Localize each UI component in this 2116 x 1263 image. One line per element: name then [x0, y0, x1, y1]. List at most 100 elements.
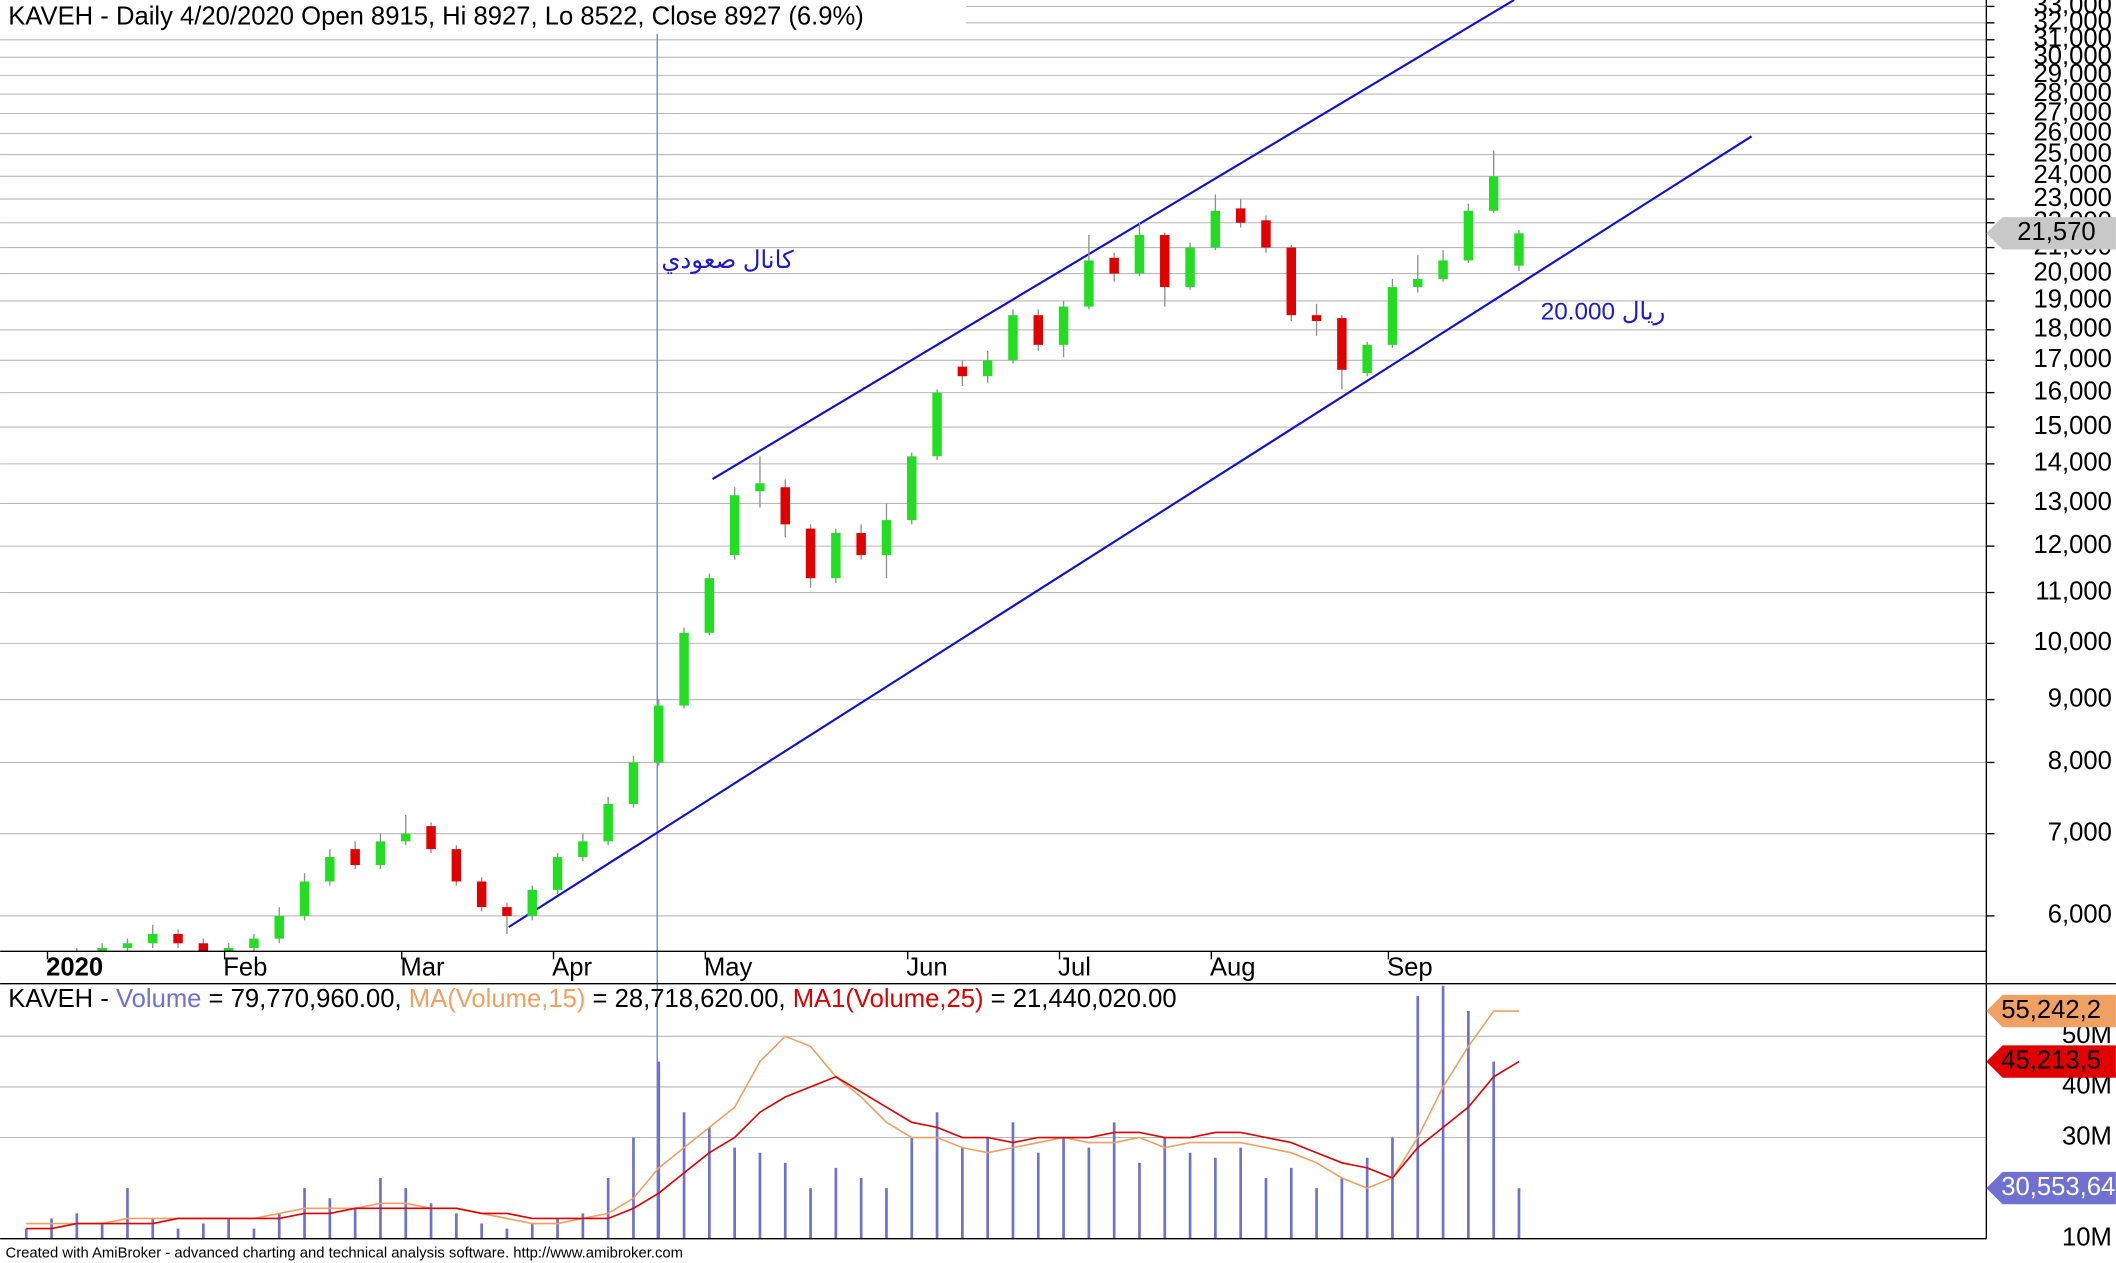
y-tick-label: 30M — [2062, 1122, 2112, 1150]
legend-part: Volume — [116, 985, 201, 1013]
y-tick-label: 9,000 — [2048, 684, 2112, 712]
legend-part: = 79,770,960.00, — [209, 985, 402, 1013]
y-tick-label: 24,000 — [2033, 161, 2111, 189]
candle-body — [982, 360, 993, 377]
candle-body — [628, 762, 639, 805]
candle-body — [375, 841, 386, 866]
legend-part: = 21,440,020.00 — [991, 985, 1177, 1013]
legend: KAVEH - Volume = 79,770,960.00, MA(Volum… — [8, 985, 1176, 1013]
candle-body — [856, 532, 866, 556]
candle-body — [907, 456, 917, 521]
ma-line — [26, 1010, 1519, 1225]
candle-body — [831, 532, 841, 579]
candle-body — [932, 392, 942, 457]
candle-body — [780, 487, 790, 525]
candle-body — [350, 849, 360, 866]
channel-lower — [508, 135, 1753, 928]
candle-body — [1160, 235, 1170, 288]
candle-body — [299, 881, 310, 916]
candle-body — [502, 907, 512, 916]
y-tick-label: 27,000 — [2033, 98, 2111, 126]
channel — [508, 0, 1753, 928]
channel-upper — [712, 0, 1515, 480]
annotation: كانال صعودي — [661, 247, 794, 274]
legend-part: MA(Volume,15) — [409, 985, 586, 1013]
y-tick-label: 10M — [2062, 1223, 2112, 1251]
y-tick-label: 7,000 — [2048, 818, 2112, 846]
y-tick-label: 16,000 — [2033, 377, 2111, 405]
y-tick-label: 6,000 — [2048, 901, 2112, 929]
candle-body — [173, 934, 183, 944]
price-tag — [1986, 217, 2116, 250]
candle-body — [1514, 233, 1524, 266]
chart-title: KAVEH - Daily 4/20/2020 Open 8915, Hi 89… — [8, 2, 864, 30]
value-tag — [1986, 994, 2116, 1028]
y-tick-label: 32,000 — [2033, 8, 2111, 36]
value-tag-label: 30,553,64 — [2001, 1173, 2115, 1201]
candle-body — [426, 826, 436, 850]
candle-body — [603, 804, 613, 842]
candle-body — [122, 943, 133, 948]
y-tick-label: 20,000 — [2033, 258, 2111, 286]
candle-body — [1286, 247, 1296, 316]
value-tag — [1986, 1045, 2116, 1078]
x-tick-label: 2020 — [46, 954, 103, 982]
y-tick-label: 31,000 — [2033, 25, 2111, 53]
candle-body — [1438, 260, 1448, 279]
x-tick-label: Apr — [552, 954, 592, 982]
candle-body — [198, 943, 209, 952]
y-tick-label: 29,000 — [2033, 60, 2111, 88]
candle-body — [401, 833, 411, 842]
candle-body — [1084, 260, 1094, 307]
y-tick-label: 23,000 — [2033, 184, 2111, 212]
y-tick-label: 18,000 — [2033, 315, 2111, 343]
ma-line — [26, 1060, 1520, 1230]
y-tick-label: 19,000 — [2033, 286, 2111, 314]
x-tick-label: Feb — [223, 954, 267, 982]
y-tick-label: 8,000 — [2048, 747, 2112, 775]
annotation: 20.000 ريال — [1541, 298, 1665, 325]
y-tick-label: 17,000 — [2033, 345, 2111, 373]
candle-body — [249, 938, 259, 948]
candle-body — [97, 947, 107, 952]
candles — [76, 150, 1524, 952]
candle-body — [223, 947, 234, 952]
candle-body — [1058, 306, 1069, 345]
volume-marks — [24, 985, 1521, 1239]
y-tick-label: 25,000 — [2033, 139, 2111, 167]
price-tag-label: 21,570 — [2017, 218, 2095, 246]
candle-body — [1387, 287, 1398, 345]
x-tick-label: Mar — [400, 954, 445, 982]
candle-body — [1311, 315, 1322, 321]
candle-body — [325, 857, 335, 882]
value-tag-label: 45,213,5 — [2001, 1046, 2101, 1074]
candle-body — [476, 881, 487, 908]
y-tick-label: 10,000 — [2033, 628, 2111, 656]
legend-part: KAVEH - — [8, 985, 109, 1013]
y-tick-label: 28,000 — [2033, 79, 2111, 107]
candle-body — [881, 520, 892, 556]
candle-body — [704, 578, 715, 633]
candle-body — [729, 495, 740, 556]
candle-body — [755, 483, 765, 492]
x-tick-label: Aug — [1210, 954, 1256, 982]
candle-body — [654, 705, 664, 763]
candle-body — [1261, 220, 1271, 248]
x-tick-label: May — [704, 954, 753, 982]
y-tick-label: 26,000 — [2033, 118, 2111, 146]
candle-body — [1337, 318, 1347, 370]
candle-body — [1362, 344, 1372, 374]
value-tag-label: 55,242,2 — [2001, 996, 2101, 1024]
candle-body — [805, 528, 816, 579]
candle-body — [1033, 315, 1043, 345]
value-tag — [1986, 1171, 2116, 1205]
candle-body — [957, 366, 968, 377]
candle-body — [1235, 208, 1246, 223]
candle-body — [274, 915, 284, 939]
candle-body — [1134, 235, 1145, 274]
x-tick-label: Jun — [906, 954, 947, 982]
y-tick-label: 14,000 — [2033, 449, 2111, 477]
legend-part: MA1(Volume,25) — [793, 985, 984, 1013]
